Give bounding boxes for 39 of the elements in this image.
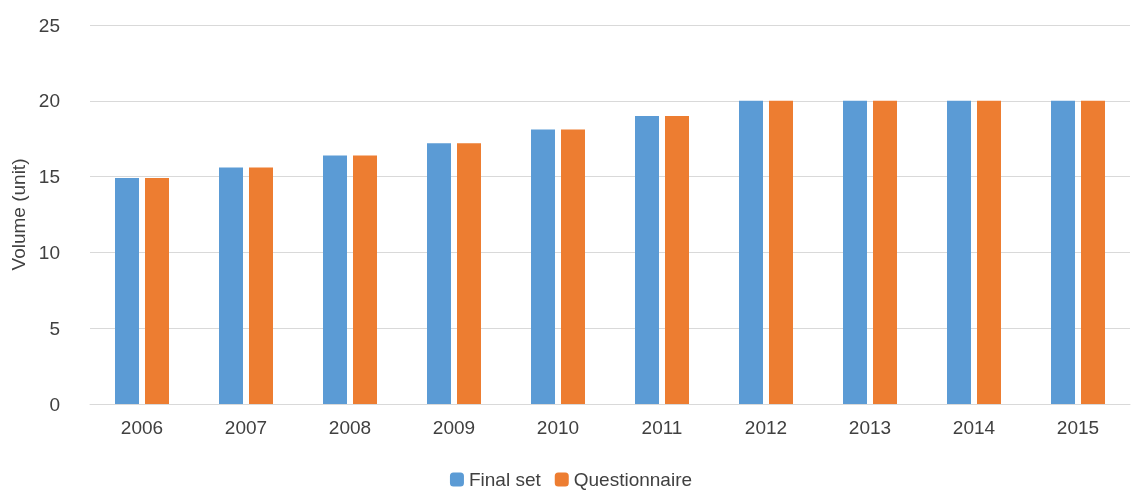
x-tick-label: 2009: [432, 417, 476, 438]
bar: [665, 115, 689, 404]
bar: [873, 100, 897, 404]
bar: [739, 100, 763, 404]
y-tick-label: 25: [38, 14, 60, 36]
bar: [249, 167, 273, 404]
x-tick-label: 2015: [1056, 417, 1100, 438]
bar: [531, 129, 555, 404]
x-tick-label: 2013: [848, 417, 892, 438]
y-tick-label: 10: [38, 241, 60, 263]
y-tick-label: 15: [38, 166, 60, 188]
bar: [427, 143, 451, 404]
x-tick-label: 2007: [224, 417, 268, 438]
x-tick-label: 2014: [952, 417, 996, 438]
y-axis-title: Volume (unit): [7, 158, 29, 271]
bar: [561, 129, 585, 404]
bar: [457, 143, 481, 404]
bar: [115, 178, 139, 404]
y-tick-label: 20: [38, 90, 60, 112]
x-tick-label: 2008: [328, 417, 372, 438]
legend-label: Final set: [468, 469, 542, 490]
bar: [323, 155, 347, 404]
x-tick-label: 2011: [641, 417, 683, 438]
y-tick-label: 0: [49, 393, 60, 415]
bar: [635, 115, 659, 404]
bar: [769, 100, 793, 404]
x-tick-label: 2010: [536, 417, 580, 438]
bar: [977, 100, 1001, 404]
bar: [1051, 100, 1075, 404]
x-tick-label: 2006: [120, 417, 164, 438]
bar: [1081, 100, 1105, 404]
x-tick-label: 2012: [744, 417, 788, 438]
bar: [353, 155, 377, 404]
bar: [219, 167, 243, 404]
legend-label: Questionnaire: [573, 469, 693, 490]
y-tick-label: 5: [49, 317, 60, 339]
bar: [843, 100, 867, 404]
bar: [145, 178, 169, 404]
bar: [947, 100, 971, 404]
